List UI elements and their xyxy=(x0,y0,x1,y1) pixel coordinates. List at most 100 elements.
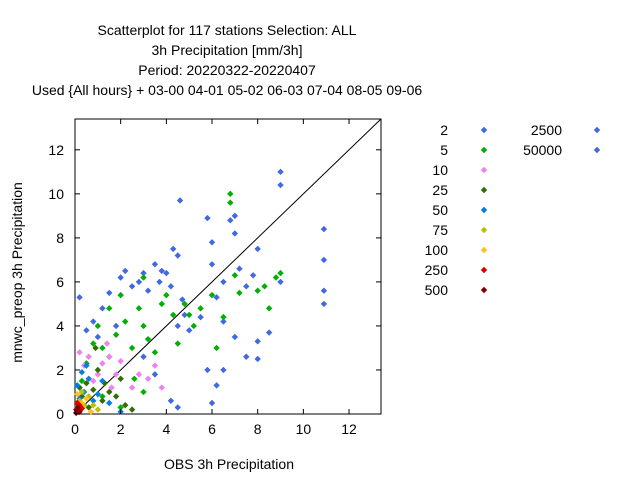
point-series-5 xyxy=(128,344,136,352)
point-series-2 xyxy=(277,181,284,189)
point-series-5 xyxy=(122,318,129,325)
point-series-5 xyxy=(140,388,147,396)
point-series-10 xyxy=(76,349,83,356)
x-tick-label: 10 xyxy=(296,421,312,437)
legend-entry-25: 25 xyxy=(432,182,488,198)
legend-entry-50: 50 xyxy=(432,202,488,218)
point-series-2 xyxy=(231,333,239,341)
legend-marker xyxy=(480,266,488,274)
point-series-5 xyxy=(272,274,280,281)
point-series-25 xyxy=(85,404,92,411)
point-series-5 xyxy=(185,311,193,319)
legend-label: 50000 xyxy=(523,142,562,158)
point-series-5 xyxy=(231,272,239,279)
legend-marker xyxy=(480,226,488,234)
point-series-25 xyxy=(106,388,113,396)
point-series-2 xyxy=(220,278,227,286)
legend-label: 2500 xyxy=(531,122,562,138)
legend-entry-5: 5 xyxy=(440,142,488,158)
y-tick-label: 2 xyxy=(56,362,64,378)
legend-marker xyxy=(480,206,488,214)
point-series-2 xyxy=(99,305,106,312)
point-series-10 xyxy=(85,353,92,360)
legend-entry-75: 75 xyxy=(432,222,488,238)
legend-marker xyxy=(480,246,488,254)
point-series-5 xyxy=(112,331,120,338)
point-series-5 xyxy=(140,322,147,330)
point-series-25 xyxy=(101,379,108,387)
point-series-10 xyxy=(112,371,120,378)
point-series-25 xyxy=(90,386,97,393)
y-tick-label: 8 xyxy=(56,230,64,246)
point-series-2 xyxy=(167,283,175,290)
point-series-2 xyxy=(112,322,120,330)
point-series-2 xyxy=(204,366,211,374)
point-series-50 xyxy=(85,375,92,382)
point-series-5 xyxy=(131,375,138,382)
point-series-25 xyxy=(117,375,124,382)
point-series-5 xyxy=(151,349,159,356)
point-series-5 xyxy=(197,305,204,312)
point-series-50 xyxy=(94,390,102,398)
point-series-5 xyxy=(190,322,197,330)
chart-title: Scatterplot for 117 stations Selection: … xyxy=(32,22,423,98)
point-series-2 xyxy=(140,353,147,360)
point-series-75 xyxy=(78,388,86,396)
point-series-2 xyxy=(76,294,83,301)
point-series-2 xyxy=(254,338,261,345)
point-series-10 xyxy=(90,377,97,385)
point-series-10 xyxy=(94,371,102,378)
plot-border xyxy=(74,118,382,415)
y-tick-label: 10 xyxy=(48,186,64,202)
legend-label: 50 xyxy=(432,202,448,218)
y-axis-label: mnwc_preop 3h Precipitation xyxy=(9,182,25,363)
y-tick-label: 12 xyxy=(48,142,64,158)
legend-label: 100 xyxy=(425,242,449,258)
point-series-10 xyxy=(128,384,136,391)
point-series-5 xyxy=(140,274,147,281)
point-series-2 xyxy=(94,333,102,341)
point-series-2 xyxy=(140,269,147,277)
x-tick-label: 8 xyxy=(254,421,262,437)
legend-marker xyxy=(480,286,488,294)
point-series-5 xyxy=(261,283,268,290)
point-series-2 xyxy=(277,168,284,176)
point-series-2 xyxy=(265,329,273,336)
point-series-2 xyxy=(174,404,181,411)
legend-label: 5 xyxy=(440,142,448,158)
point-series-5 xyxy=(144,335,152,343)
title-line: Scatterplot for 117 stations Selection: … xyxy=(98,22,357,38)
point-series-10 xyxy=(106,353,113,360)
point-series-2 xyxy=(213,382,220,389)
point-series-2 xyxy=(277,278,284,286)
point-series-2 xyxy=(151,261,159,268)
point-series-2 xyxy=(185,327,193,334)
point-series-5 xyxy=(117,404,124,411)
point-series-25 xyxy=(128,406,136,413)
point-series-5 xyxy=(213,344,220,352)
legend-marker xyxy=(593,146,601,154)
point-series-2 xyxy=(208,261,216,268)
point-series-25 xyxy=(122,401,129,409)
point-series-5 xyxy=(135,305,143,312)
point-series-2 xyxy=(197,313,204,321)
point-series-25 xyxy=(112,393,120,400)
point-series-2 xyxy=(231,230,239,237)
point-series-2 xyxy=(243,283,250,290)
point-series-10 xyxy=(151,362,159,369)
point-series-5 xyxy=(277,269,284,277)
point-series-25 xyxy=(99,397,106,404)
legend-entry-2: 2 xyxy=(440,122,488,138)
legend-label: 25 xyxy=(432,182,448,198)
point-series-2 xyxy=(208,239,216,246)
point-series-5 xyxy=(220,313,227,321)
point-series-25 xyxy=(94,366,102,374)
point-series-2 xyxy=(151,371,159,378)
point-series-2 xyxy=(174,252,181,259)
point-series-2 xyxy=(204,214,211,222)
point-series-2 xyxy=(220,366,227,374)
point-series-25 xyxy=(83,379,90,387)
point-series-2 xyxy=(117,274,124,281)
point-series-5 xyxy=(163,291,170,299)
